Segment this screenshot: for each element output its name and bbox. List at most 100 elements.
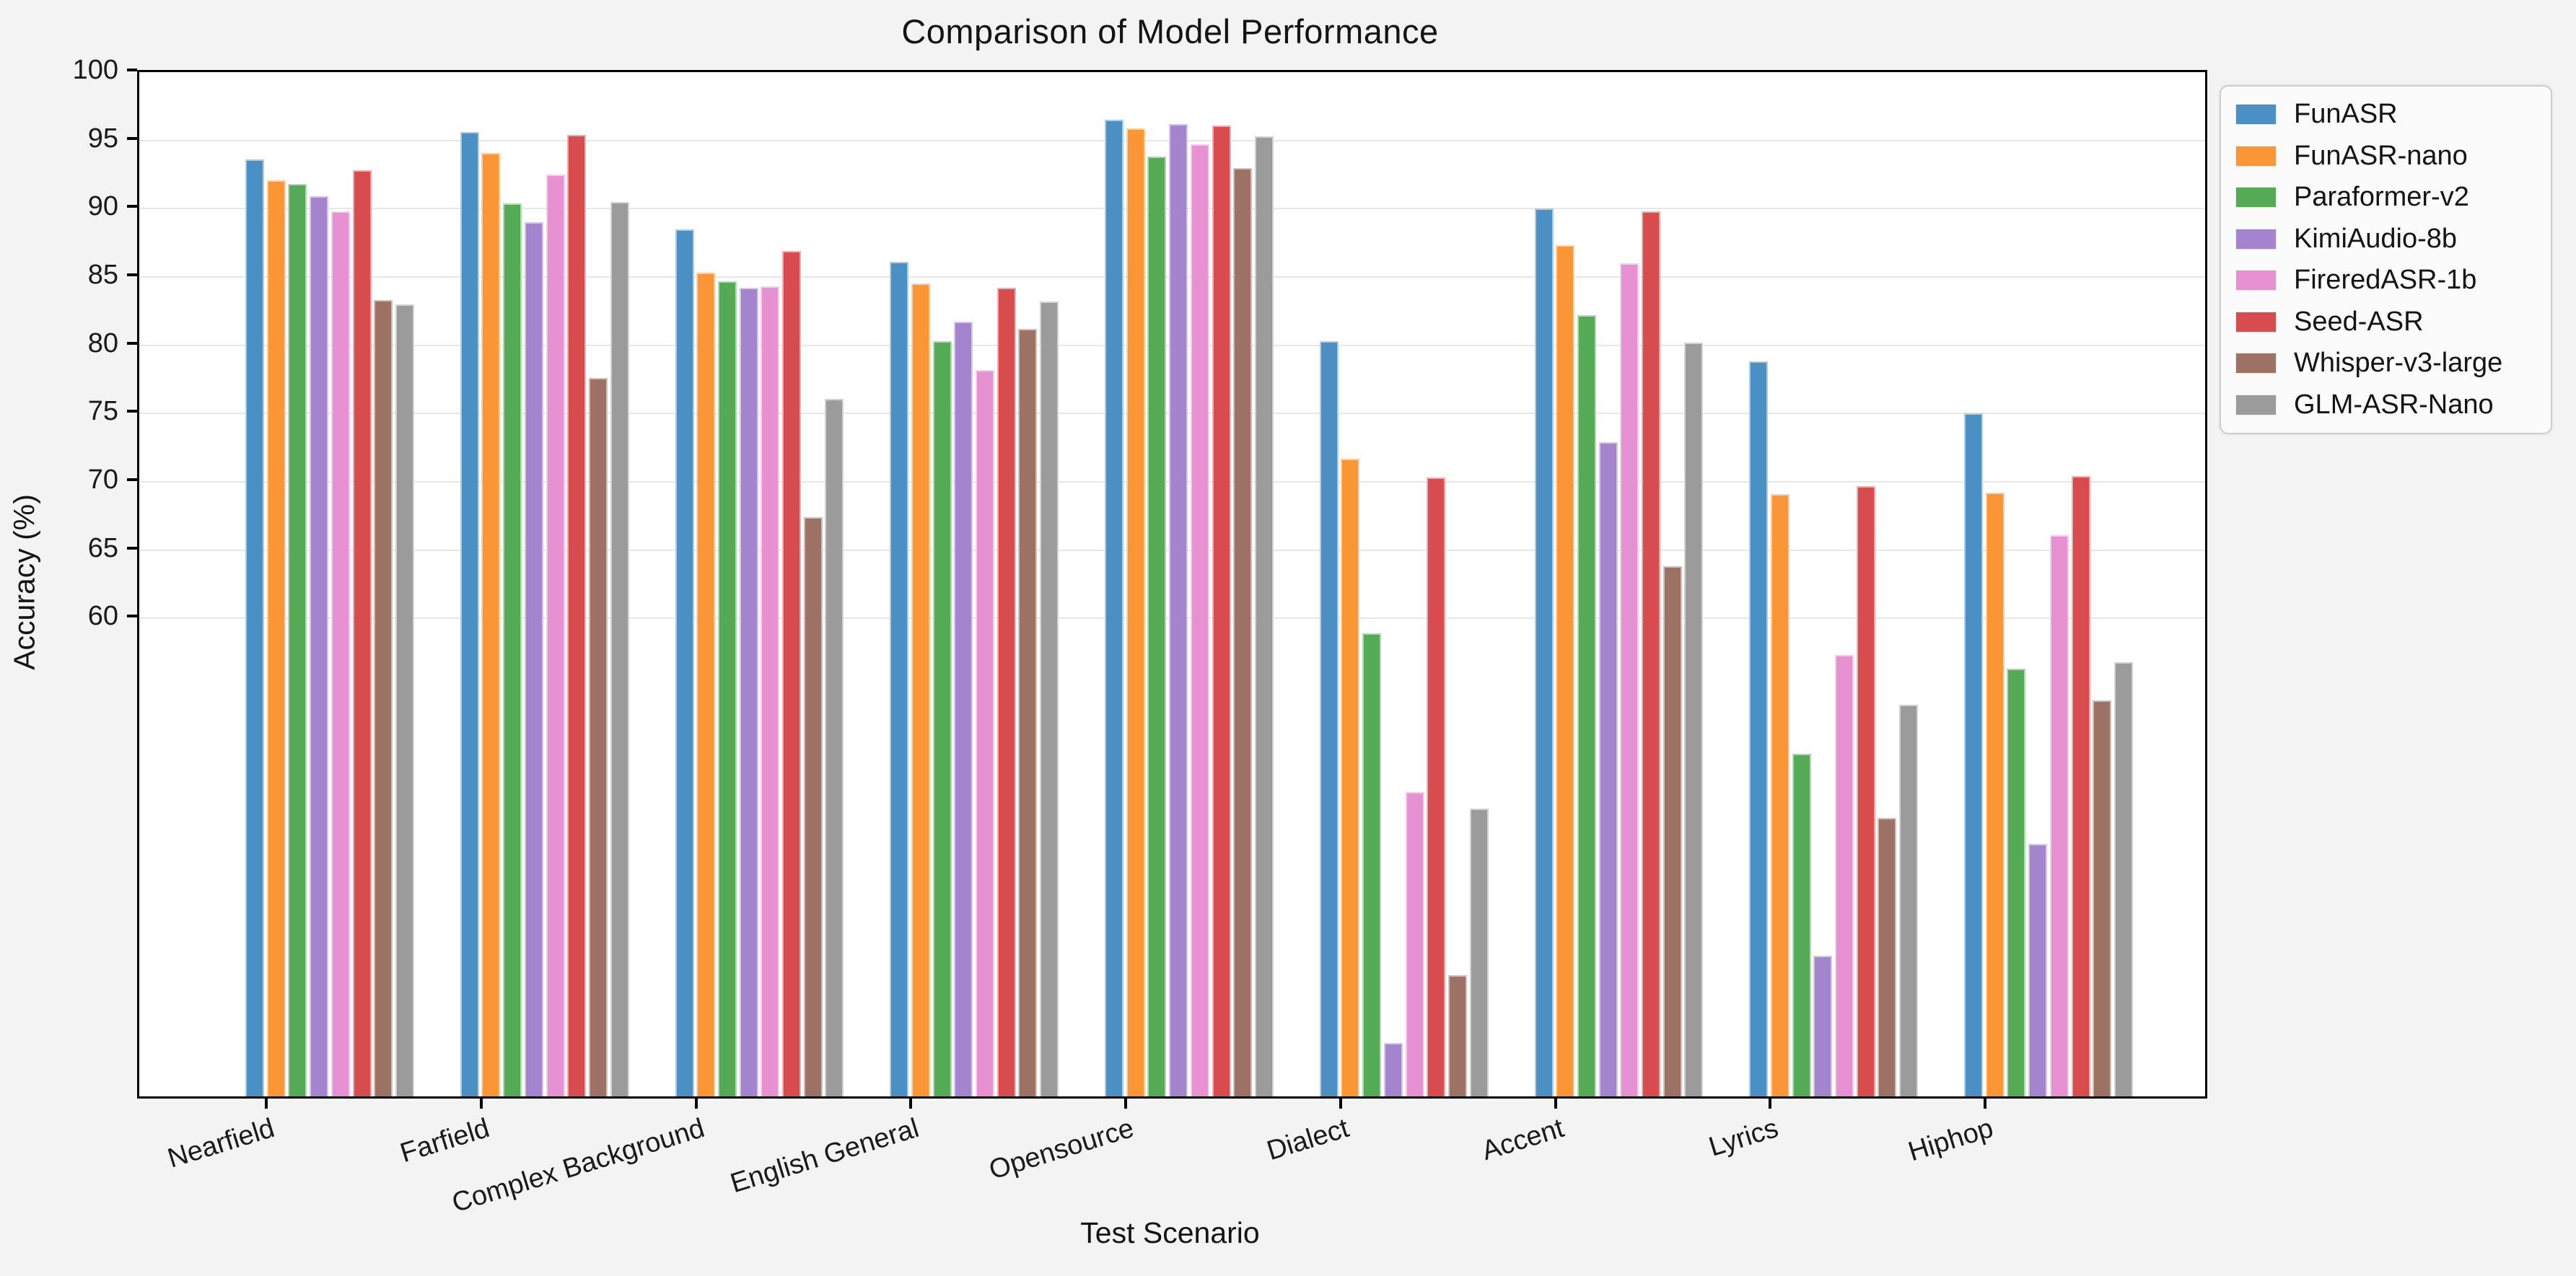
y-tick-mark-75 (127, 410, 137, 413)
bar-kimiaudio-8b-farfield (524, 222, 543, 1096)
legend-label-whisper-v3-large: Whisper-v3-large (2294, 348, 2503, 379)
bar-funasr-nearfield (245, 159, 264, 1096)
bar-glm-asr-nano-english-general (1040, 302, 1059, 1096)
y-tick-label-95: 95 (87, 123, 118, 154)
x-tick-label-accent: Accent (1478, 1113, 1567, 1167)
bar-seed-asr-accent (1642, 211, 1661, 1096)
bar-group-accent (1534, 208, 1704, 1096)
bar-whisper-v3-large-lyrics (1878, 817, 1897, 1096)
bar-kimiaudio-8b-lyrics (1813, 956, 1833, 1096)
bar-paraformer-v2-accent (1577, 315, 1596, 1096)
y-tick-label-70: 70 (87, 465, 118, 495)
legend-swatch-icon-whisper-v3-large (2235, 353, 2277, 374)
legend-item-glm-asr-nano: GLM-ASR-Nano (2235, 390, 2551, 421)
bar-paraformer-v2-lyrics (1792, 753, 1811, 1096)
legend: FunASR FunASR-nano Paraformer-v2 KimiAudio-… (2220, 85, 2552, 434)
bar-funasr-nano-opensource (1126, 128, 1145, 1096)
y-tick-mark-60 (127, 615, 137, 618)
y-tick-label-80: 80 (87, 327, 118, 358)
x-tick-mark-english-general (909, 1099, 913, 1109)
legend-label-fireredasr-1b: FireredASR-1b (2294, 265, 2477, 296)
bar-fireredasr-1b-complex-background (761, 286, 780, 1096)
legend-swatch-icon-kimiaudio-8b (2235, 228, 2277, 250)
bar-paraformer-v2-hiphop (2007, 669, 2026, 1096)
bar-funasr-nano-dialect (1341, 458, 1360, 1096)
bar-group-english-general (890, 262, 1059, 1096)
y-tick-label-85: 85 (87, 260, 118, 290)
bar-group-nearfield (245, 159, 414, 1096)
bar-funasr-hiphop (1964, 413, 1983, 1096)
bar-whisper-v3-large-dialect (1447, 974, 1467, 1096)
bar-group-dialect (1319, 341, 1489, 1096)
bar-seed-asr-farfield (567, 135, 587, 1096)
bar-glm-asr-nano-opensource (1254, 136, 1274, 1096)
bar-paraformer-v2-opensource (1147, 157, 1167, 1096)
x-tick-label-dialect: Dialect (1263, 1113, 1353, 1167)
bar-seed-asr-opensource (1212, 125, 1231, 1096)
legend-item-whisper-v3-large: Whisper-v3-large (2235, 348, 2551, 379)
y-tick-mark-65 (127, 546, 137, 550)
chart-title: Comparison of Model Performance (901, 12, 1439, 50)
bar-fireredasr-1b-lyrics (1835, 655, 1854, 1096)
y-tick-label-90: 90 (87, 191, 118, 222)
legend-swatch-icon-glm-asr-nano (2235, 394, 2277, 415)
bar-funasr-nano-complex-background (696, 273, 716, 1096)
x-tick-mark-opensource (1124, 1099, 1127, 1109)
bar-funasr-nano-accent (1556, 245, 1575, 1096)
x-tick-mark-accent (1554, 1099, 1557, 1109)
bar-funasr-complex-background (675, 229, 694, 1096)
y-tick-mark-95 (127, 136, 137, 140)
y-tick-label-65: 65 (87, 532, 118, 563)
x-tick-label-farfield: Farfield (396, 1113, 494, 1169)
x-tick-mark-hiphop (1984, 1099, 1986, 1109)
legend-swatch-icon-paraformer-v2 (2235, 187, 2277, 208)
bar-whisper-v3-large-nearfield (374, 300, 393, 1096)
bar-fireredasr-1b-english-general (976, 369, 995, 1096)
bar-seed-asr-nearfield (352, 170, 372, 1096)
x-tick-label-opensource: Opensource (986, 1113, 1138, 1186)
x-tick-label-hiphop: Hiphop (1904, 1113, 1997, 1168)
bar-paraformer-v2-complex-background (717, 281, 737, 1096)
bar-fireredasr-1b-farfield (546, 175, 565, 1096)
legend-swatch-icon-fireredasr-1b (2235, 270, 2277, 291)
legend-swatch-icon-funasr (2235, 104, 2277, 126)
bar-whisper-v3-large-accent (1662, 566, 1682, 1096)
bar-funasr-nano-lyrics (1770, 494, 1789, 1096)
bar-funasr-dialect (1319, 341, 1339, 1096)
bar-group-lyrics (1749, 361, 1919, 1096)
bar-kimiaudio-8b-dialect (1383, 1043, 1403, 1096)
legend-item-seed-asr: Seed-ASR (2235, 307, 2551, 338)
bar-whisper-v3-large-hiphop (2093, 700, 2112, 1096)
legend-item-funasr-nano: FunASR-nano (2235, 141, 2551, 172)
legend-label-kimiaudio-8b: KimiAudio-8b (2294, 223, 2457, 254)
bar-glm-asr-nano-hiphop (2113, 661, 2133, 1096)
bar-funasr-lyrics (1749, 361, 1769, 1096)
bar-fireredasr-1b-accent (1620, 263, 1639, 1096)
bar-whisper-v3-large-complex-background (803, 517, 823, 1096)
bar-seed-asr-complex-background (782, 251, 802, 1096)
bar-kimiaudio-8b-accent (1598, 442, 1618, 1096)
bar-glm-asr-nano-accent (1684, 342, 1704, 1096)
x-tick-mark-dialect (1339, 1099, 1342, 1109)
bar-fireredasr-1b-nearfield (330, 211, 350, 1096)
x-tick-mark-lyrics (1769, 1099, 1772, 1109)
legend-item-funasr: FunASR (2235, 99, 2551, 130)
legend-item-kimiaudio-8b: KimiAudio-8b (2235, 224, 2551, 255)
x-tick-label-nearfield: Nearfield (164, 1113, 279, 1174)
bar-group-hiphop (1964, 413, 2133, 1096)
bar-funasr-opensource (1105, 120, 1123, 1096)
y-tick-mark-80 (127, 341, 137, 345)
bar-group-complex-background (675, 229, 844, 1096)
bar-paraformer-v2-farfield (503, 203, 522, 1096)
bar-glm-asr-nano-nearfield (395, 304, 414, 1096)
plot-area (137, 70, 2207, 1099)
y-tick-mark-100 (127, 69, 137, 71)
bar-funasr-farfield (460, 132, 479, 1096)
legend-item-paraformer-v2: Paraformer-v2 (2235, 182, 2551, 213)
y-tick-mark-90 (127, 205, 137, 208)
bar-glm-asr-nano-complex-background (825, 398, 844, 1096)
bar-funasr-accent (1534, 208, 1554, 1096)
bar-kimiaudio-8b-complex-background (739, 288, 758, 1096)
bar-glm-asr-nano-farfield (610, 201, 629, 1096)
legend-label-paraformer-v2: Paraformer-v2 (2294, 182, 2469, 213)
